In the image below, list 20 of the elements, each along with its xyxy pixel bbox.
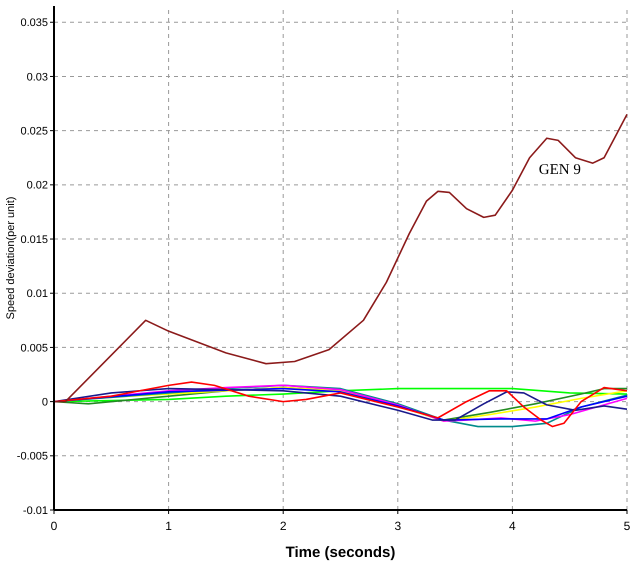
line-series: [53, 114, 628, 402]
x-tick-label: 1: [165, 519, 172, 533]
y-tick-label: 0.025: [20, 125, 48, 138]
series-label: GEN 9: [538, 162, 581, 178]
x-tick-label: 5: [624, 519, 631, 533]
x-tick-label: 0: [50, 519, 58, 533]
y-tick-label: 0.015: [20, 234, 48, 246]
y-tick-label: 0.03: [26, 71, 48, 84]
x-tick-label: 2: [280, 519, 287, 533]
y-tick-label: 0.02: [26, 180, 48, 192]
x-axis-title: Time (seconds): [286, 544, 396, 561]
y-tick-label: 0.035: [20, 17, 48, 30]
y-tick-label: -0.01: [22, 504, 48, 517]
x-tick-label: 4: [509, 519, 516, 533]
y-axis-title: Speed deviation(per unit): [5, 196, 17, 320]
y-tick-label: 0.005: [20, 342, 48, 354]
y-tick-label: -0.005: [16, 450, 48, 463]
y-tick-label: 0: [42, 396, 48, 408]
y-tick-label: 0.01: [26, 288, 48, 300]
x-tick-label: 3: [394, 519, 402, 533]
